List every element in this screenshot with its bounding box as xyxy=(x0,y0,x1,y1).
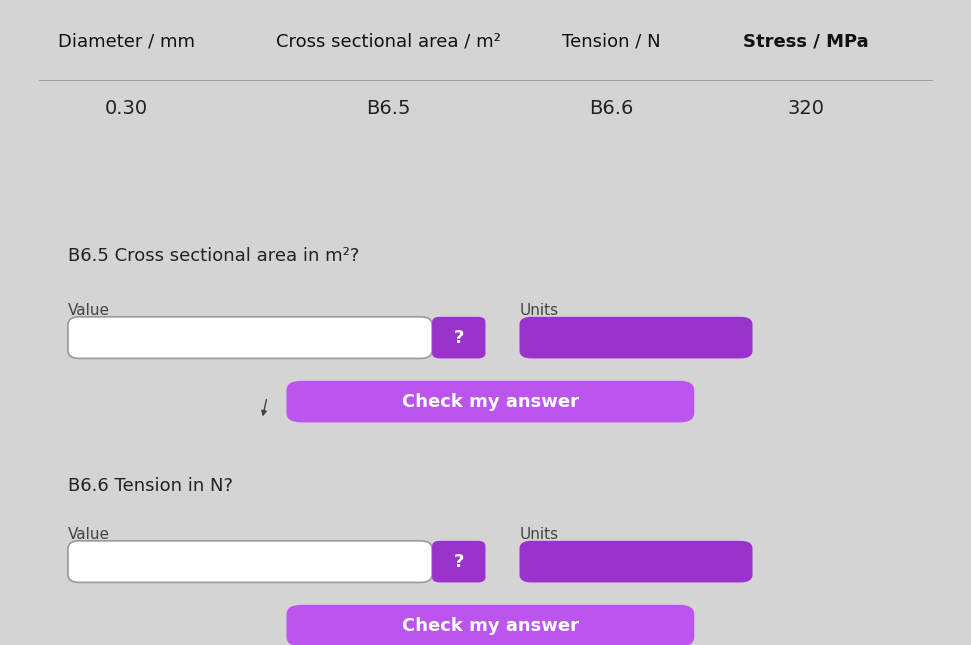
Text: Check my answer: Check my answer xyxy=(402,393,579,411)
Text: Check my answer: Check my answer xyxy=(402,617,579,635)
FancyBboxPatch shape xyxy=(286,605,694,645)
Text: ?: ? xyxy=(453,328,464,346)
Text: Cross sectional area / m²: Cross sectional area / m² xyxy=(276,33,501,50)
Text: 0.30: 0.30 xyxy=(105,99,148,118)
Text: Units: Units xyxy=(519,527,558,542)
Text: B6.5 Cross sectional area in m²?: B6.5 Cross sectional area in m²? xyxy=(68,247,359,265)
Text: B6.5: B6.5 xyxy=(366,99,411,118)
Text: Stress / MPa: Stress / MPa xyxy=(743,33,869,50)
FancyBboxPatch shape xyxy=(519,541,753,582)
Text: 320: 320 xyxy=(787,99,824,118)
FancyBboxPatch shape xyxy=(432,317,486,359)
FancyBboxPatch shape xyxy=(68,317,432,359)
Text: ?: ? xyxy=(453,553,464,571)
Text: Units: Units xyxy=(519,303,558,318)
Text: B6.6: B6.6 xyxy=(589,99,634,118)
Text: Value: Value xyxy=(68,303,110,318)
FancyBboxPatch shape xyxy=(432,541,486,582)
Text: B6.6 Tension in N?: B6.6 Tension in N? xyxy=(68,477,233,495)
Text: Tension / N: Tension / N xyxy=(562,33,661,50)
Text: Value: Value xyxy=(68,527,110,542)
FancyBboxPatch shape xyxy=(519,317,753,359)
Text: Diameter / mm: Diameter / mm xyxy=(57,33,195,50)
FancyBboxPatch shape xyxy=(286,381,694,422)
FancyBboxPatch shape xyxy=(68,541,432,582)
